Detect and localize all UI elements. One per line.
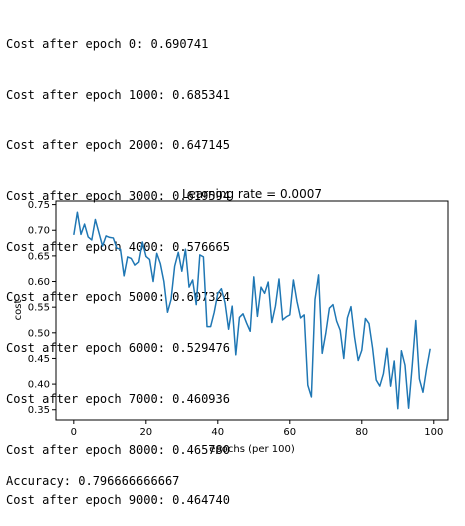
x-tick-label: 60 [283, 427, 296, 438]
y-axis: 0.35 0.40 0.45 0.50 0.55 0.60 0.65 0.70 0.75 [28, 200, 56, 416]
x-axis: 0 20 40 60 80 100 [71, 420, 443, 438]
y-tick-label: 0.55 [28, 303, 50, 314]
x-tick-label: 0 [71, 427, 77, 438]
x-tick-label: 100 [424, 427, 443, 438]
y-tick-label: 0.75 [28, 200, 50, 211]
log-line: Cost after epoch 2000: 0.647145 [6, 138, 230, 153]
x-tick-label: 20 [139, 427, 152, 438]
plot-area-frame [55, 200, 449, 421]
y-tick-label: 0.70 [28, 226, 50, 237]
y-tick-label: 0.35 [28, 405, 50, 416]
log-line: Cost after epoch 4000: 0.576665 [6, 239, 230, 254]
log-line: Cost after epoch 7000: 0.460936 [6, 391, 230, 406]
chart-title: Learning rate = 0.0007 [182, 187, 322, 201]
y-tick-label: 0.60 [28, 277, 50, 288]
log-line: Cost after epoch 5000: 0.607324 [6, 290, 230, 305]
y-tick-label: 0.50 [28, 328, 50, 339]
log-line: Cost after epoch 3000: 0.619594 [6, 188, 230, 203]
cost-series-line [73, 211, 431, 410]
y-axis-label: cost [13, 300, 24, 321]
cost-chart: Learning rate = 0.0007 0.350.400.450.500… [13, 187, 449, 455]
log-line: Cost after epoch 9000: 0.464740 [6, 493, 230, 508]
log-line: Cost after epoch 6000: 0.529476 [6, 341, 230, 356]
training-log: Cost after epoch 0: 0.690741 Cost after … [6, 2, 230, 526]
log-line: Cost after epoch 8000: 0.465780 [6, 442, 230, 457]
x-tick-label: 40 [211, 427, 224, 438]
y-tick-label: 0.45 [28, 354, 50, 365]
log-line: Cost after epoch 0: 0.690741 [6, 36, 209, 51]
accuracy-readout: Accuracy: 0.796666666667 [6, 474, 180, 488]
log-line: Cost after epoch 1000: 0.685341 [6, 87, 230, 102]
y-tick-label: 0.40 [28, 380, 50, 391]
y-tick-label: 0.65 [28, 251, 50, 262]
x-tick-label: 80 [355, 427, 368, 438]
x-axis-label: epochs (per 100) [209, 444, 295, 455]
